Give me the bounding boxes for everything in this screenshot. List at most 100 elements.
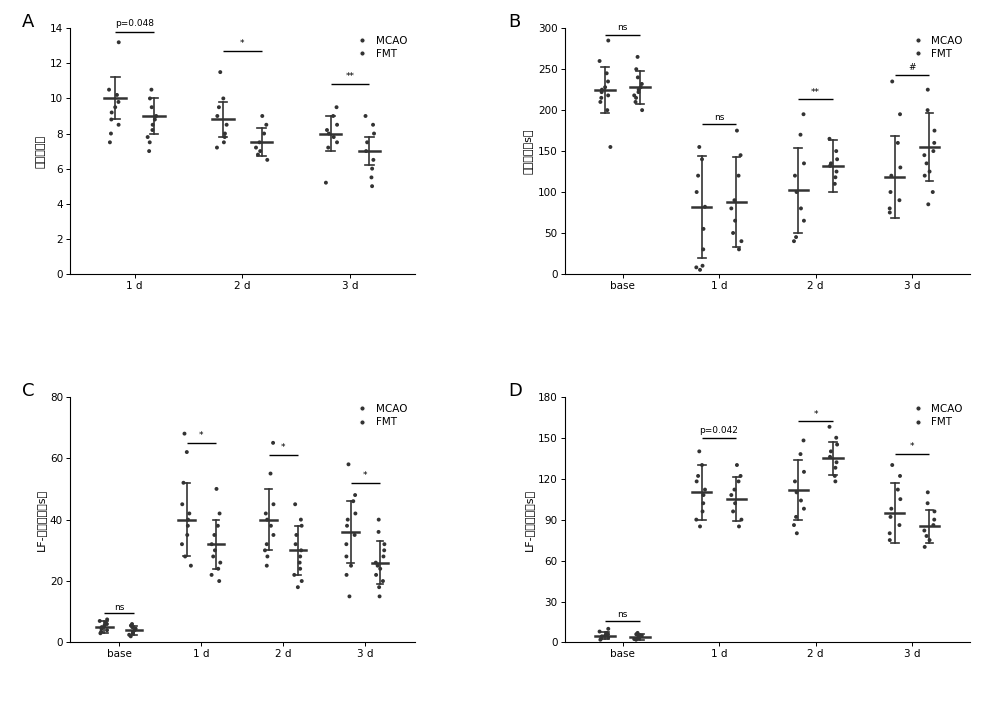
Point xyxy=(792,448,808,460)
Point xyxy=(294,575,310,587)
Point xyxy=(827,172,843,183)
Point xyxy=(891,520,907,531)
Point xyxy=(919,530,935,542)
Point xyxy=(630,627,646,638)
Point xyxy=(883,503,899,515)
Point xyxy=(594,630,610,642)
Point xyxy=(140,131,156,143)
Point xyxy=(694,460,710,471)
Point xyxy=(210,563,226,575)
Point xyxy=(124,618,140,630)
Point xyxy=(294,520,310,532)
Point xyxy=(793,203,809,214)
Point xyxy=(339,520,355,532)
Point xyxy=(209,110,225,121)
Legend: MCAO, FMT: MCAO, FMT xyxy=(350,402,409,429)
Text: *: * xyxy=(363,471,368,479)
Point xyxy=(340,514,356,525)
Point xyxy=(286,569,302,580)
Point xyxy=(920,486,936,498)
Point xyxy=(288,530,304,541)
Point xyxy=(883,511,899,522)
Point xyxy=(94,621,110,633)
Point xyxy=(259,539,275,550)
Text: **: ** xyxy=(811,88,820,97)
Point xyxy=(111,37,127,48)
Point xyxy=(920,104,936,116)
Point xyxy=(102,137,118,148)
Point xyxy=(127,625,143,636)
Point xyxy=(259,514,275,525)
Point xyxy=(338,551,354,562)
Point xyxy=(892,162,908,173)
Text: C: C xyxy=(22,382,34,400)
Point xyxy=(692,264,708,275)
Point xyxy=(792,129,808,140)
Point xyxy=(594,631,610,642)
Point xyxy=(796,215,812,227)
Point xyxy=(371,582,387,593)
Text: ns: ns xyxy=(114,603,124,611)
Point xyxy=(125,626,141,638)
Y-axis label: 停留时间（s）: 停留时间（s） xyxy=(524,128,534,174)
Point xyxy=(922,166,938,177)
Point xyxy=(256,128,272,139)
Point xyxy=(630,72,646,83)
Point xyxy=(922,534,938,546)
Point xyxy=(884,76,900,87)
Point xyxy=(695,260,711,271)
Point xyxy=(175,477,191,489)
Point xyxy=(123,630,139,642)
Point xyxy=(592,634,608,645)
Point xyxy=(733,514,749,525)
Point xyxy=(628,628,644,640)
Point xyxy=(103,114,119,125)
Point xyxy=(98,617,114,628)
Point xyxy=(204,569,220,580)
Point xyxy=(92,616,108,627)
Point xyxy=(726,195,742,206)
Point xyxy=(141,145,157,157)
Text: *: * xyxy=(813,409,818,419)
Point xyxy=(364,181,380,192)
Point xyxy=(723,203,739,214)
Point xyxy=(215,92,231,104)
Point xyxy=(788,232,804,243)
Point xyxy=(180,514,196,525)
Point xyxy=(123,620,139,631)
Point xyxy=(99,625,115,636)
Point xyxy=(628,96,644,107)
Point xyxy=(723,489,739,501)
Point xyxy=(920,498,936,509)
Point xyxy=(265,437,281,448)
Point xyxy=(602,141,618,152)
Point xyxy=(789,527,805,539)
Point xyxy=(695,498,711,509)
Point xyxy=(633,630,649,642)
Point xyxy=(205,551,221,562)
Point xyxy=(287,498,303,510)
Point xyxy=(828,432,844,443)
Point xyxy=(376,545,392,556)
Point xyxy=(319,124,335,136)
Point xyxy=(174,539,190,550)
Point xyxy=(599,68,615,79)
Point xyxy=(103,128,119,139)
Point xyxy=(823,445,839,457)
Point xyxy=(926,514,942,525)
Point xyxy=(688,262,704,273)
Point xyxy=(796,109,812,120)
Point xyxy=(593,633,609,644)
Point xyxy=(259,154,275,165)
Point xyxy=(248,142,264,153)
Point xyxy=(694,154,710,165)
Point xyxy=(254,110,270,121)
Point xyxy=(733,150,749,161)
Point xyxy=(920,198,936,210)
Text: *: * xyxy=(199,431,204,440)
Point xyxy=(917,170,933,181)
Point xyxy=(892,493,908,505)
Point xyxy=(364,163,380,174)
Point xyxy=(371,514,387,525)
Point xyxy=(630,633,646,644)
